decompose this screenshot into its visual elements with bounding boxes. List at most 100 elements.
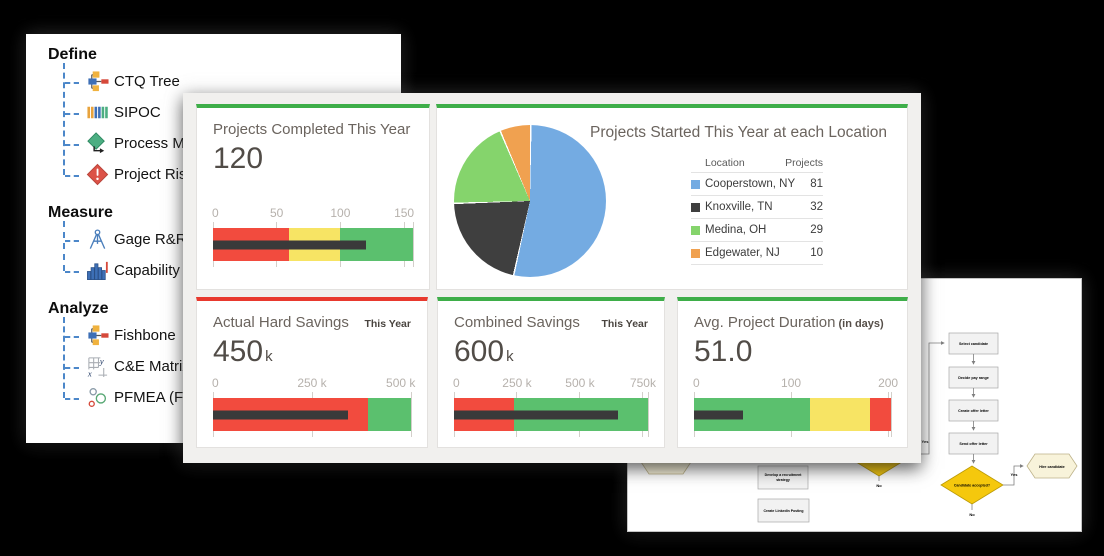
legend-row: Knoxville, TN 32 bbox=[691, 195, 823, 218]
bullet-zone bbox=[368, 398, 411, 431]
tree-item-project-risk[interactable]: Project Risk bbox=[48, 159, 401, 190]
bullet-band bbox=[212, 392, 412, 437]
tree-item-ctq-tree[interactable]: CTQ Tree bbox=[48, 66, 401, 97]
axis-tick-label: 250 k bbox=[502, 376, 532, 390]
flow-step-develop-strategy[interactable]: Develop a recruitment strategy bbox=[757, 465, 809, 490]
flow-decision-candidate-accepted[interactable]: Candidate accepted? bbox=[940, 465, 1004, 505]
pie-chart bbox=[454, 125, 606, 277]
svg-text:Develop a recruitment: Develop a recruitment bbox=[765, 473, 803, 477]
tool-tree: Define CTQ Tree SIPOC Process Map Project Ri… bbox=[26, 34, 401, 413]
bullet-axis-labels: 0 100 200 bbox=[692, 376, 898, 392]
tree-item-process-map[interactable]: Process Map bbox=[48, 128, 401, 159]
flow-label-yes: Yes bbox=[1011, 472, 1019, 477]
legend-value: 10 bbox=[810, 247, 823, 259]
bullet-axis-labels: 0 250 k 500 k bbox=[211, 376, 415, 392]
bullet-axis-labels: 0 250 k 500 k 750k bbox=[452, 376, 656, 392]
gage-rr-icon bbox=[84, 226, 110, 253]
flow-label-yes-feedback: Yes bbox=[922, 439, 930, 444]
pie-legend: Location Projects Cooperstown, NY 81 Knoxv… bbox=[691, 154, 823, 265]
bullet-chart-combined-savings: 0 250 k 500 k 750k bbox=[452, 376, 656, 437]
svg-text:Send offer letter: Send offer letter bbox=[959, 442, 988, 446]
svg-text:Hire candidate: Hire candidate bbox=[1039, 465, 1064, 469]
tree-section-label: Define bbox=[48, 46, 97, 63]
flowchart-canvas: Yes Select candidate Decide pay range Cr… bbox=[640, 332, 1078, 523]
legend-value: 32 bbox=[810, 201, 823, 213]
flow-step-create-linkedin-posting[interactable]: Create LinkedIn Posting bbox=[757, 498, 810, 523]
axis-tick-label: 0 bbox=[452, 376, 460, 390]
tree-item-label: Gage R&R bbox=[114, 231, 187, 248]
bullet-band bbox=[453, 392, 649, 437]
card-avg-project-duration: Avg. Project Duration (in days) 51.0 0 100… bbox=[677, 297, 908, 448]
legend-header: Location Projects bbox=[705, 157, 823, 169]
tree-item-fishbone[interactable]: Fishbone bbox=[48, 320, 401, 351]
flow-step-select-candidate[interactable]: Select candidate bbox=[948, 332, 999, 355]
legend-label: Cooperstown, NY bbox=[705, 178, 796, 190]
card-combined-savings: Combined Savings This Year 600 k 0 250 k 50… bbox=[437, 297, 665, 448]
card-projects-completed: Projects Completed This Year 120 0 50 100 1… bbox=[196, 104, 430, 290]
tree-item-capability[interactable]: Capability bbox=[48, 255, 401, 286]
ctq-tree-icon bbox=[84, 68, 110, 95]
tree-item-sipoc[interactable]: SIPOC bbox=[48, 97, 401, 128]
bullet-measure-bar bbox=[454, 410, 618, 419]
axis-tick bbox=[410, 392, 412, 437]
pfmea-icon bbox=[84, 384, 110, 411]
axis-tick-label: 0 bbox=[211, 206, 219, 220]
axis-tick-label: 200 bbox=[878, 376, 899, 390]
legend-value: 81 bbox=[810, 178, 823, 190]
flow-terminal-hire-candidate[interactable]: Hire candidate bbox=[1026, 453, 1078, 479]
axis-tick bbox=[890, 392, 892, 437]
legend-swatch bbox=[691, 248, 700, 258]
legend-swatch bbox=[691, 202, 700, 212]
dashboard-panel[interactable]: Projects Completed This Year 120 0 50 100 1… bbox=[183, 93, 921, 463]
bullet-axis-labels: 0 50 100 150 bbox=[211, 206, 414, 222]
svg-text:Create LinkedIn Posting: Create LinkedIn Posting bbox=[763, 509, 803, 513]
axis-tick-label: 500 k bbox=[386, 376, 416, 390]
bullet-band bbox=[693, 392, 892, 437]
kpi-value: 450 k bbox=[213, 335, 273, 368]
tree-item-label: Project Risk bbox=[114, 166, 195, 183]
tree-item-label: CTQ Tree bbox=[114, 73, 180, 90]
card-projects-by-location: Projects Started This Year at each Locat… bbox=[436, 104, 908, 290]
svg-text:x: x bbox=[86, 369, 91, 378]
tree-item-gage-r-r[interactable]: Gage R&R bbox=[48, 224, 401, 255]
sipoc-icon bbox=[84, 99, 110, 126]
tree-item-label: Capability bbox=[114, 262, 180, 279]
svg-text:strategy: strategy bbox=[776, 478, 790, 482]
axis-tick-label: 0 bbox=[692, 376, 700, 390]
svg-text:Select candidate: Select candidate bbox=[959, 342, 988, 346]
card-period-label: This Year bbox=[601, 318, 648, 330]
axis-tick-label: 250 k bbox=[297, 376, 327, 390]
kpi-value: 600 k bbox=[454, 335, 514, 368]
tree-section-label: Analyze bbox=[48, 300, 109, 317]
axis-tick-label: 0 bbox=[211, 376, 219, 390]
bullet-chart-actual-hard-savings: 0 250 k 500 k bbox=[211, 376, 415, 437]
capability-icon bbox=[84, 257, 110, 284]
card-title: Combined Savings bbox=[454, 314, 580, 331]
fishbone-icon bbox=[84, 322, 110, 349]
flow-step-send-offer-letter[interactable]: Send offer letter bbox=[948, 432, 999, 455]
flow-step-decide-pay-range[interactable]: Decide pay range bbox=[948, 366, 999, 389]
bullet-chart-avg-project-duration: 0 100 200 bbox=[692, 376, 898, 437]
axis-tick-label: 500 k bbox=[565, 376, 595, 390]
project-risk-icon bbox=[84, 161, 110, 188]
card-title: Avg. Project Duration bbox=[694, 314, 836, 331]
tree-item-c-e-matrix[interactable]: y x C&E Matrix bbox=[48, 351, 401, 382]
flow-step-create-offer-letter[interactable]: Create offer letter bbox=[948, 399, 999, 422]
legend-swatch bbox=[691, 225, 700, 235]
axis-tick-label: 750k bbox=[629, 376, 656, 390]
flow-label-no: No bbox=[969, 512, 975, 517]
legend-label: Knoxville, TN bbox=[705, 201, 773, 213]
card-actual-hard-savings: Actual Hard Savings This Year 450 k 0 250 … bbox=[196, 297, 428, 448]
legend-value: 29 bbox=[810, 224, 823, 236]
bullet-zone bbox=[869, 398, 891, 431]
flow-label-no2: No bbox=[876, 483, 882, 488]
bullet-chart-projects-completed: 0 50 100 150 bbox=[211, 206, 414, 267]
axis-tick bbox=[412, 222, 414, 267]
legend-row: Cooperstown, NY 81 bbox=[691, 172, 823, 195]
card-period-label: This Year bbox=[364, 318, 411, 330]
tree-item-label: Process Map bbox=[114, 135, 202, 152]
card-title-suffix: (in days) bbox=[838, 318, 884, 330]
kpi-value: 120 bbox=[213, 142, 264, 175]
